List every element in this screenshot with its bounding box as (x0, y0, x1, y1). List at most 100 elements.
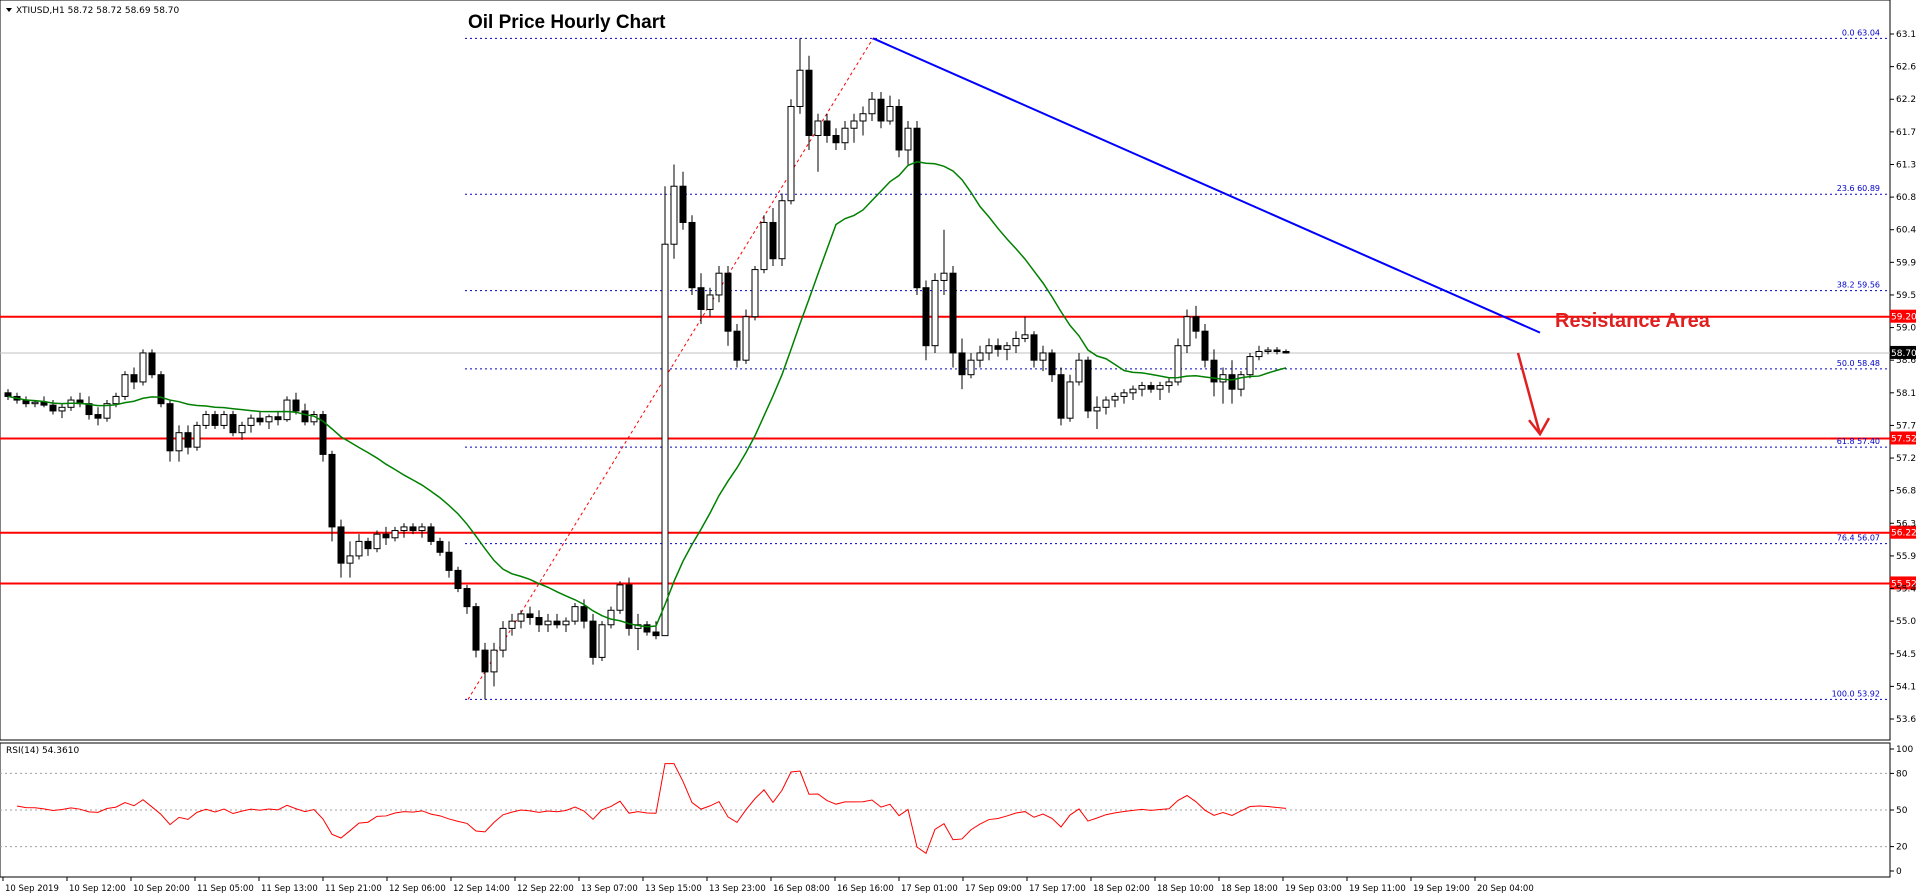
candle-body (1147, 385, 1155, 390)
x-tick-label: 13 Sep 23:00 (709, 884, 766, 894)
candle-body (220, 414, 228, 426)
candle-body (328, 453, 336, 528)
x-tick-label: 18 Sep 02:00 (1093, 884, 1150, 894)
candle-body (1183, 316, 1191, 347)
candle-body (778, 200, 786, 260)
horizontal-levels: 59.20 57.52 56.22 55.52 58.70 (0, 309, 1916, 590)
candle-body (238, 424, 246, 434)
candle-body (940, 272, 948, 281)
candle-body (1129, 388, 1137, 394)
fib-level-label: 61.8 57.40 (1837, 437, 1880, 446)
candle-body (265, 416, 273, 423)
fib-anchor-line (467, 38, 874, 700)
candle-body (1201, 330, 1209, 361)
candle-body (706, 294, 714, 310)
x-tick-label: 19 Sep 03:00 (1285, 884, 1342, 894)
y-tick-label: 61.75 (1896, 128, 1916, 138)
candle-body (697, 287, 705, 310)
candle-body (481, 649, 489, 673)
fib-level-label: 38.2 59.56 (1837, 281, 1880, 290)
candle-body (130, 374, 138, 383)
candle-body (1264, 349, 1272, 352)
y-tick-label: 60.85 (1896, 193, 1916, 203)
y-tick-label: 59.50 (1896, 291, 1916, 301)
rsi-tick-label: 80 (1896, 769, 1908, 779)
candle-body (508, 620, 516, 629)
candle-body (319, 414, 327, 455)
x-tick-label: 11 Sep 05:00 (197, 884, 254, 894)
candle-body (1210, 359, 1218, 383)
candle-body (94, 414, 102, 419)
candle-body (1012, 337, 1020, 347)
y-tick-label: 56.35 (1896, 519, 1916, 529)
candle-body (436, 540, 444, 553)
y-tick-label: 59.95 (1896, 258, 1916, 268)
candle-body (625, 584, 633, 629)
x-tick-label: 13 Sep 07:00 (581, 884, 638, 894)
candle-body (841, 127, 849, 144)
candle-body (544, 620, 552, 626)
candle-body (643, 624, 651, 633)
x-tick-label: 10 Sep 2019 (5, 884, 59, 894)
candle-body (850, 120, 858, 129)
candle-body (913, 127, 921, 289)
x-tick-label: 10 Sep 12:00 (69, 884, 126, 894)
candle-body (1111, 395, 1119, 401)
candle-body (1192, 316, 1200, 332)
candle-body (652, 631, 660, 637)
rsi-line (16, 763, 1287, 855)
candle-body (1174, 345, 1182, 383)
x-tick-label: 20 Sep 04:00 (1477, 884, 1534, 894)
candle-body (211, 414, 219, 426)
candle-body (877, 98, 885, 122)
candle-body (904, 127, 912, 151)
fib-level-label: 76.4 56.07 (1837, 534, 1880, 543)
candle-body (499, 627, 507, 651)
candle-body (58, 406, 66, 412)
x-tick-label: 17 Sep 17:00 (1029, 884, 1086, 894)
collapse-triangle-icon[interactable] (6, 8, 12, 12)
candle-body (490, 649, 498, 673)
candle-body (985, 345, 993, 354)
candle-body (427, 526, 435, 542)
candle-body (40, 401, 48, 406)
symbol-ohlc-text: XTIUSD,H1 58.72 58.72 58.69 58.70 (16, 6, 180, 16)
y-tick-label: 58.60 (1896, 356, 1916, 366)
candle-body (31, 401, 39, 405)
x-tick-label: 19 Sep 19:00 (1413, 884, 1470, 894)
rsi-indicator (0, 763, 1890, 855)
y-tick-label: 55.90 (1896, 552, 1916, 562)
y-tick-label: 54.10 (1896, 682, 1916, 692)
candle-body (247, 417, 255, 426)
fibonacci-retracement: 0.0 63.04 23.6 60.89 38.2 59.56 50.0 58.48 6… (465, 28, 1890, 700)
candle-body (121, 374, 129, 397)
y-tick-label: 61.30 (1896, 160, 1916, 170)
x-tick-label: 10 Sep 20:00 (133, 884, 190, 894)
rsi-tick-label: 20 (1896, 843, 1908, 853)
candle-body (472, 606, 480, 651)
y-tick-label: 54.55 (1896, 650, 1916, 660)
candle-body (580, 606, 588, 622)
candle-body (832, 134, 840, 144)
y-tick-label: 55.45 (1896, 585, 1916, 595)
fib-level-label: 0.0 63.04 (1842, 28, 1880, 37)
time-axis: 10 Sep 2019 10 Sep 12:00 10 Sep 20:00 11 Se… (2, 877, 1534, 894)
candle-body (616, 584, 624, 611)
candle-body (454, 569, 462, 590)
level-price-label: 56.22 (1891, 529, 1916, 539)
candle-body (535, 617, 543, 626)
y-tick-label: 58.15 (1896, 389, 1916, 399)
x-tick-label: 16 Sep 16:00 (837, 884, 894, 894)
candle-body (724, 272, 732, 332)
level-price-box (1890, 576, 1916, 590)
candle-body (562, 620, 570, 626)
candle-body (1237, 374, 1245, 390)
candle-body (1228, 374, 1236, 390)
candle-body (967, 359, 975, 376)
x-tick-label: 17 Sep 09:00 (965, 884, 1022, 894)
candle-body (715, 272, 723, 296)
y-tick-label: 53.65 (1896, 715, 1916, 725)
x-tick-label: 18 Sep 18:00 (1221, 884, 1278, 894)
x-tick-label: 16 Sep 08:00 (773, 884, 830, 894)
y-tick-label: 63.10 (1896, 30, 1916, 40)
